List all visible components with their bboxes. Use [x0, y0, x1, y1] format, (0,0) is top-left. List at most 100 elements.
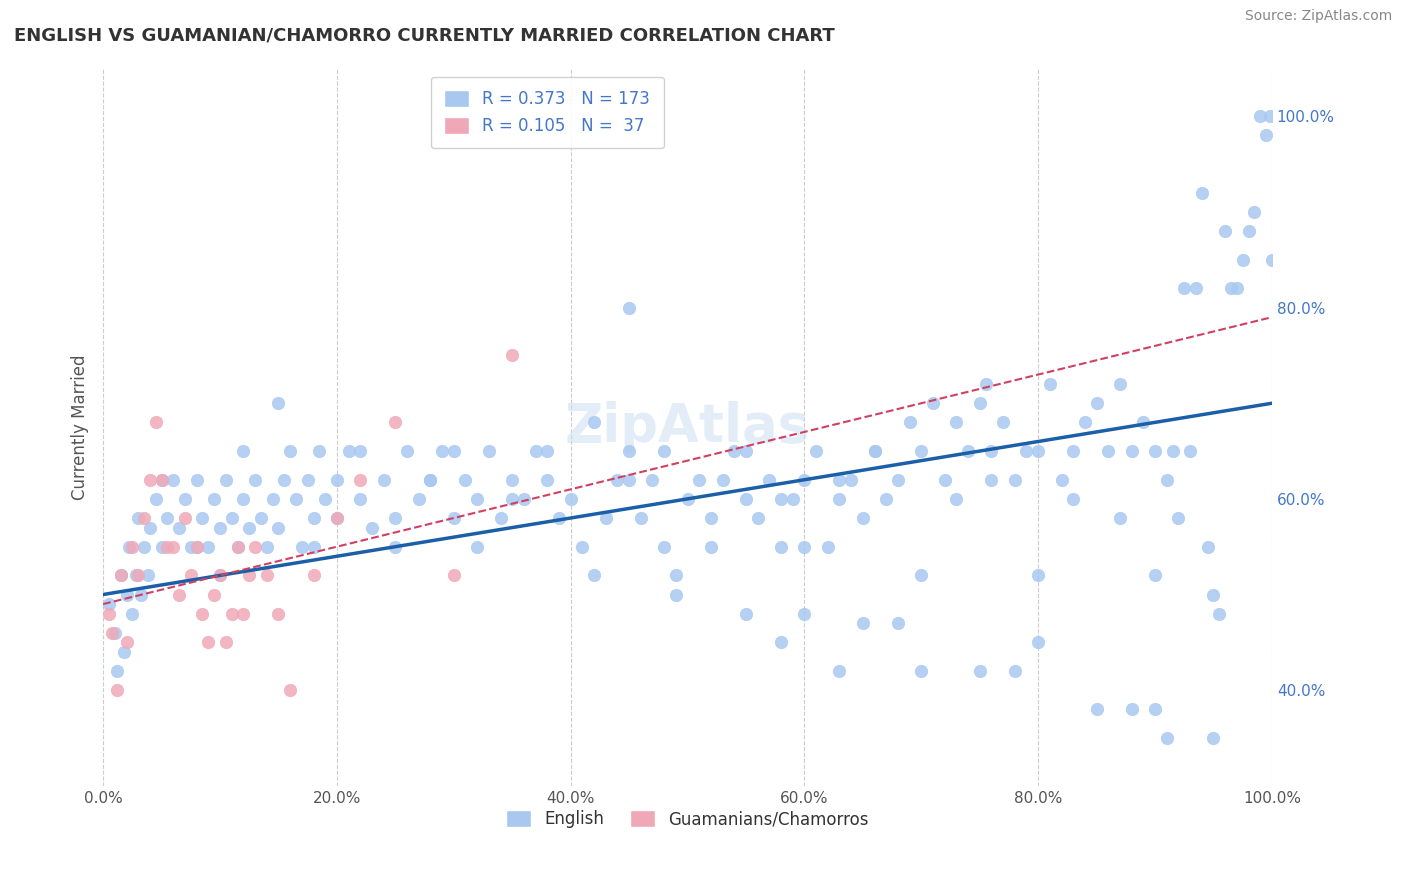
Point: [898, 416, 921, 430]
Point: [186, 540, 208, 554]
Point: [104, 625, 127, 640]
Point: [132, 540, 155, 554]
Point: [395, 444, 418, 458]
Point: [110, 568, 132, 582]
Point: [221, 511, 243, 525]
Point: [226, 540, 249, 554]
Point: [465, 540, 488, 554]
Point: [536, 444, 558, 458]
Point: [1161, 444, 1184, 458]
Point: [735, 444, 758, 458]
Point: [121, 540, 143, 554]
Point: [501, 473, 523, 487]
Point: [582, 568, 605, 582]
Point: [571, 540, 593, 554]
Point: [1026, 444, 1049, 458]
Y-axis label: Currently Married: Currently Married: [72, 354, 89, 500]
Point: [373, 473, 395, 487]
Point: [443, 511, 465, 525]
Point: [167, 587, 190, 601]
Point: [132, 511, 155, 525]
Point: [127, 568, 149, 582]
Point: [162, 473, 184, 487]
Point: [991, 416, 1014, 430]
Point: [617, 444, 640, 458]
Point: [302, 511, 325, 525]
Point: [98, 597, 121, 611]
Point: [1026, 568, 1049, 582]
Point: [828, 473, 851, 487]
Point: [852, 616, 875, 631]
Point: [887, 616, 910, 631]
Point: [793, 540, 815, 554]
Text: Source: ZipAtlas.com: Source: ZipAtlas.com: [1244, 9, 1392, 23]
Point: [617, 473, 640, 487]
Point: [1191, 186, 1213, 200]
Point: [101, 625, 124, 640]
Point: [1109, 511, 1132, 525]
Point: [465, 491, 488, 506]
Point: [875, 491, 897, 506]
Point: [297, 473, 319, 487]
Point: [267, 520, 290, 534]
Point: [202, 491, 225, 506]
Point: [536, 473, 558, 487]
Point: [606, 473, 628, 487]
Point: [1085, 702, 1108, 716]
Point: [758, 473, 780, 487]
Point: [150, 540, 173, 554]
Point: [98, 607, 121, 621]
Point: [1026, 635, 1049, 649]
Text: ENGLISH VS GUAMANIAN/CHAMORRO CURRENTLY MARRIED CORRELATION CHART: ENGLISH VS GUAMANIAN/CHAMORRO CURRENTLY …: [14, 27, 835, 45]
Point: [910, 568, 932, 582]
Point: [1004, 664, 1026, 678]
Point: [1143, 702, 1166, 716]
Point: [1202, 587, 1225, 601]
Point: [337, 444, 360, 458]
Point: [969, 396, 991, 410]
Point: [186, 473, 208, 487]
Point: [1085, 396, 1108, 410]
Point: [278, 683, 301, 698]
Point: [419, 473, 441, 487]
Point: [524, 444, 547, 458]
Point: [115, 635, 138, 649]
Point: [945, 416, 967, 430]
Point: [1109, 377, 1132, 392]
Point: [139, 473, 162, 487]
Point: [630, 511, 652, 525]
Point: [1050, 473, 1073, 487]
Point: [349, 444, 371, 458]
Point: [688, 473, 710, 487]
Point: [302, 568, 325, 582]
Point: [139, 520, 162, 534]
Point: [105, 683, 128, 698]
Point: [419, 473, 441, 487]
Point: [197, 540, 219, 554]
Point: [1143, 568, 1166, 582]
Point: [243, 540, 266, 554]
Point: [665, 587, 688, 601]
Point: [1074, 416, 1097, 430]
Point: [191, 607, 214, 621]
Point: [326, 511, 349, 525]
Point: [250, 511, 273, 525]
Point: [595, 511, 617, 525]
Point: [1173, 281, 1195, 295]
Point: [700, 511, 723, 525]
Point: [1132, 416, 1154, 430]
Point: [1258, 109, 1281, 123]
Point: [136, 568, 159, 582]
Point: [980, 444, 1002, 458]
Point: [582, 416, 605, 430]
Point: [665, 568, 688, 582]
Point: [828, 491, 851, 506]
Point: [769, 540, 792, 554]
Point: [478, 444, 501, 458]
Point: [980, 473, 1002, 487]
Point: [408, 491, 430, 506]
Point: [548, 511, 571, 525]
Point: [326, 511, 349, 525]
Point: [273, 473, 295, 487]
Point: [191, 511, 214, 525]
